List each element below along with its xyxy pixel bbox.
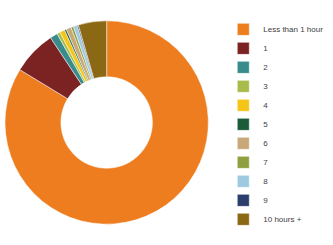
svg-text:7: 7 xyxy=(263,158,268,167)
svg-text:6: 6 xyxy=(263,139,268,148)
svg-text:Less than 1 hour: Less than 1 hour xyxy=(263,25,323,34)
svg-text:4: 4 xyxy=(263,101,268,110)
svg-text:5: 5 xyxy=(263,120,268,129)
svg-text:9: 9 xyxy=(263,196,268,205)
svg-text:10 hours +: 10 hours + xyxy=(263,215,301,224)
svg-text:1: 1 xyxy=(263,44,268,53)
svg-text:3: 3 xyxy=(263,82,268,91)
svg-text:2: 2 xyxy=(263,63,268,72)
svg-text:8: 8 xyxy=(263,177,268,186)
